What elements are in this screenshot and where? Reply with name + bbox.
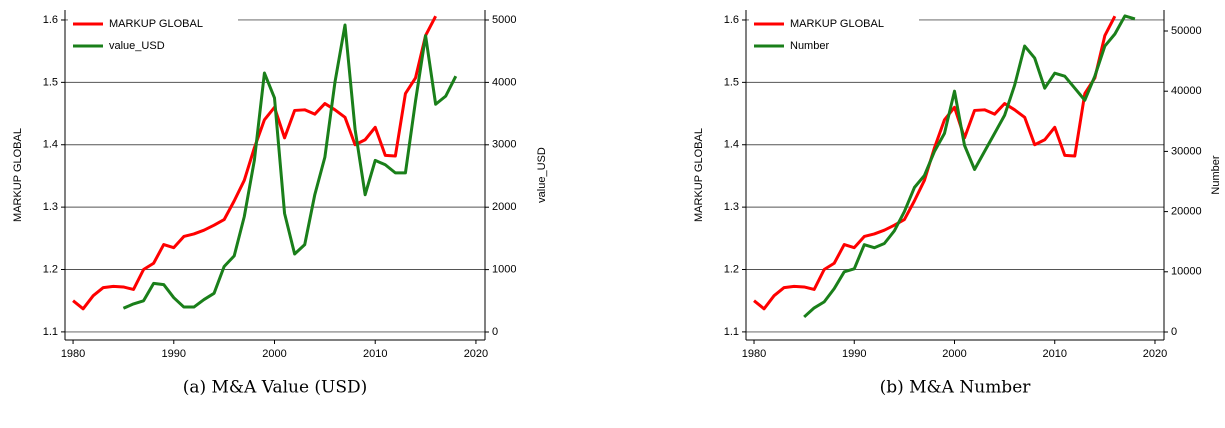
y-tick-label: 1.4 [43, 139, 58, 151]
y-tick-label: 1.5 [724, 76, 739, 88]
y2-tick-label: 4000 [492, 76, 516, 88]
y2-tick-label: 20000 [1171, 206, 1202, 218]
x-tick-label: 2020 [464, 348, 488, 360]
y2-tick-label: 30000 [1171, 145, 1202, 157]
y-tick-label: 1.2 [43, 263, 58, 275]
x-tick-label: 2000 [262, 348, 286, 360]
y2-tick-label: 0 [492, 326, 498, 338]
y-axis-label: MARKUP GLOBAL [693, 128, 705, 222]
y-tick-label: 1.6 [43, 14, 58, 26]
series-line [803, 14, 1136, 319]
caption: (a) M&A Value (USD) [183, 378, 368, 398]
y2-tick-label: 3000 [492, 139, 516, 151]
y2-axis-label: value_USD [536, 147, 548, 203]
y2-tick-label: 50000 [1171, 25, 1202, 37]
y2-tick-label: 40000 [1171, 85, 1202, 97]
y2-tick-label: 2000 [492, 201, 516, 213]
y-tick-label: 1.3 [724, 201, 739, 213]
y2-axis-label: Number [1210, 155, 1222, 194]
legend-label: Number [790, 40, 829, 52]
legend-label: value_USD [109, 40, 165, 52]
chart: 1.1 1.2 1.3 1.4 1.5 1.6 0 1000 2000 3000 4000 5000 1… [12, 10, 548, 398]
x-tick-label: 1980 [61, 348, 85, 360]
y-tick-label: 1.6 [724, 14, 739, 26]
caption: (b) M&A Number [880, 378, 1032, 398]
y-axis-label: MARKUP GLOBAL [12, 128, 24, 222]
y-tick-label: 1.1 [724, 326, 739, 338]
legend-label: MARKUP GLOBAL [790, 18, 884, 30]
series-line [122, 23, 458, 310]
y2-tick-label: 0 [1171, 326, 1177, 338]
x-tick-label: 1990 [162, 348, 186, 360]
chart: 1.1 1.2 1.3 1.4 1.5 1.6 0 10000 20000 30000 40000 5… [693, 10, 1222, 398]
x-tick-label: 2010 [1042, 348, 1066, 360]
x-tick-label: 2000 [942, 348, 966, 360]
x-tick-label: 2010 [363, 348, 387, 360]
y-tick-label: 1.4 [724, 139, 739, 151]
y-tick-label: 1.2 [724, 263, 739, 275]
x-tick-label: 2020 [1143, 348, 1167, 360]
y-tick-label: 1.3 [43, 201, 58, 213]
y2-tick-label: 1000 [492, 264, 516, 276]
legend-label: MARKUP GLOBAL [109, 18, 203, 30]
y2-tick-label: 5000 [492, 14, 516, 26]
y2-tick-label: 10000 [1171, 266, 1202, 278]
legend-box [68, 12, 238, 62]
x-tick-label: 1990 [842, 348, 866, 360]
legend-box [749, 12, 919, 62]
x-tick-label: 1980 [742, 348, 766, 360]
y-tick-label: 1.5 [43, 76, 58, 88]
y-tick-label: 1.1 [43, 326, 58, 338]
series-line [753, 15, 1117, 311]
